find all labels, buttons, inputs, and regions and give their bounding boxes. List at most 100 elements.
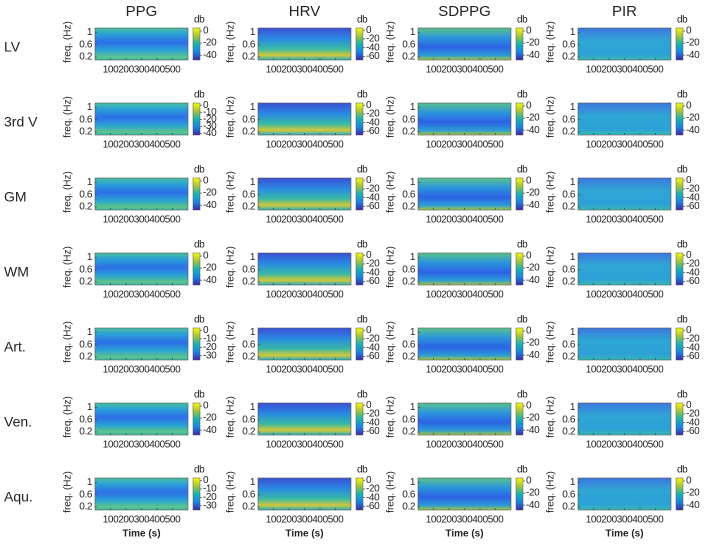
x-tick-label: 300 (134, 140, 150, 151)
y-tick-label: 0.6 (242, 489, 256, 500)
colorbar-tick-label: -20 (686, 259, 700, 270)
x-tick-label: 400 (312, 365, 328, 376)
colorbar (675, 177, 684, 211)
colorbar-label: db (194, 90, 205, 101)
x-tick-label: 100 (586, 290, 602, 301)
colorbar (675, 27, 684, 61)
column-title: HRV (289, 3, 320, 20)
colorbar-tick-label: -40 (203, 275, 217, 286)
x-tick-label: 100 (426, 365, 442, 376)
x-tick-label: 200 (118, 215, 134, 226)
colorbar (675, 102, 684, 136)
row-label: WM (4, 264, 29, 280)
spectrogram (417, 177, 512, 211)
colorbar (192, 402, 201, 436)
colorbar-tick-label: -20 (366, 409, 380, 420)
colorbar-label: db (194, 165, 205, 176)
x-tick-label: 400 (472, 515, 488, 526)
y-tick-label: 0.2 (242, 52, 256, 63)
y-tick-label: 0.2 (79, 427, 93, 438)
y-tick-label: 0.2 (402, 52, 416, 63)
x-tick-label: 300 (297, 290, 313, 301)
x-tick-label: 400 (472, 290, 488, 301)
colorbar-tick-label: -40 (686, 417, 700, 428)
y-axis-label: freq. (Hz) (63, 21, 74, 63)
y-axis-label: freq. (Hz) (226, 21, 237, 63)
x-tick-label: 500 (328, 65, 344, 76)
colorbar-tick-label: -20 (686, 488, 700, 499)
colorbar-label: db (517, 390, 528, 401)
colorbar-tick-label: 0 (203, 100, 209, 111)
y-tick-label: 0.2 (562, 52, 576, 63)
spectrogram (417, 477, 512, 511)
colorbar-label: db (357, 240, 368, 251)
colorbar-tick-label: -60 (686, 426, 700, 437)
y-axis-label: freq. (Hz) (386, 171, 397, 213)
colorbar-tick-label: -40 (686, 342, 700, 353)
colorbar (355, 252, 364, 286)
x-tick-label: 300 (134, 365, 150, 376)
y-axis-label: freq. (Hz) (546, 96, 557, 138)
colorbar-tick-label: 0 (686, 476, 692, 487)
spectrogram (257, 327, 352, 361)
y-tick-label: 0.6 (562, 339, 576, 350)
colorbar-tick-label: -60 (366, 201, 380, 212)
colorbar-tick-label: -20 (203, 188, 217, 199)
y-tick-label: 1 (570, 177, 576, 188)
x-tick-label: 100 (586, 65, 602, 76)
x-tick-label: 200 (601, 515, 617, 526)
x-tick-label: 400 (312, 440, 328, 451)
colorbar-tick-label: -40 (526, 50, 540, 61)
colorbar-label: db (677, 15, 688, 26)
y-tick-label: 1 (87, 102, 93, 113)
x-tick-label: 300 (457, 515, 473, 526)
colorbar (192, 177, 201, 211)
colorbar-tick-label: -40 (686, 192, 700, 203)
colorbar (355, 27, 364, 61)
x-tick-label: 500 (328, 515, 344, 526)
colorbar-tick-label: -40 (366, 42, 380, 53)
spectrogram (417, 327, 512, 361)
colorbar-label: db (677, 240, 688, 251)
spectrogram (257, 102, 352, 136)
colorbar-tick-label: -40 (203, 200, 217, 211)
y-axis-label: freq. (Hz) (386, 96, 397, 138)
colorbar-tick-label: -40 (203, 128, 217, 139)
colorbar (675, 477, 684, 511)
spectrogram (257, 27, 352, 61)
colorbar-tick-label: -40 (366, 417, 380, 428)
y-axis-label: freq. (Hz) (226, 96, 237, 138)
x-tick-label: 100 (586, 515, 602, 526)
colorbar-label: db (517, 240, 528, 251)
colorbar-tick-label: -20 (686, 409, 700, 420)
colorbar-tick-label: 0 (203, 401, 209, 412)
x-tick-label: 200 (118, 365, 134, 376)
x-tick-label: 500 (165, 515, 181, 526)
colorbar-tick-label: 0 (366, 25, 372, 36)
x-tick-label: 200 (118, 440, 134, 451)
x-tick-label: 300 (617, 290, 633, 301)
colorbar-tick-label: 0 (366, 325, 372, 336)
colorbar-tick-label: -20 (203, 38, 217, 49)
y-tick-label: 0.2 (242, 277, 256, 288)
colorbar (192, 102, 201, 136)
x-tick-label: 100 (103, 440, 119, 451)
y-tick-label: 1 (250, 252, 256, 263)
y-tick-label: 1 (570, 102, 576, 113)
row-label: Ven. (4, 414, 32, 430)
y-axis-label: freq. (Hz) (386, 321, 397, 363)
colorbar-label: db (517, 315, 528, 326)
y-tick-label: 0.6 (79, 339, 93, 350)
x-tick-label: 400 (149, 515, 165, 526)
x-tick-label: 100 (426, 65, 442, 76)
x-tick-label: 500 (648, 440, 664, 451)
colorbar-tick-label: -20 (526, 338, 540, 349)
x-tick-label: 300 (617, 140, 633, 151)
x-tick-label: 100 (103, 290, 119, 301)
x-tick-label: 500 (648, 515, 664, 526)
colorbar-label: db (194, 15, 205, 26)
y-tick-label: 0.2 (562, 202, 576, 213)
colorbar (515, 177, 524, 211)
y-tick-label: 1 (250, 102, 256, 113)
colorbar-tick-label: -30 (203, 500, 217, 511)
